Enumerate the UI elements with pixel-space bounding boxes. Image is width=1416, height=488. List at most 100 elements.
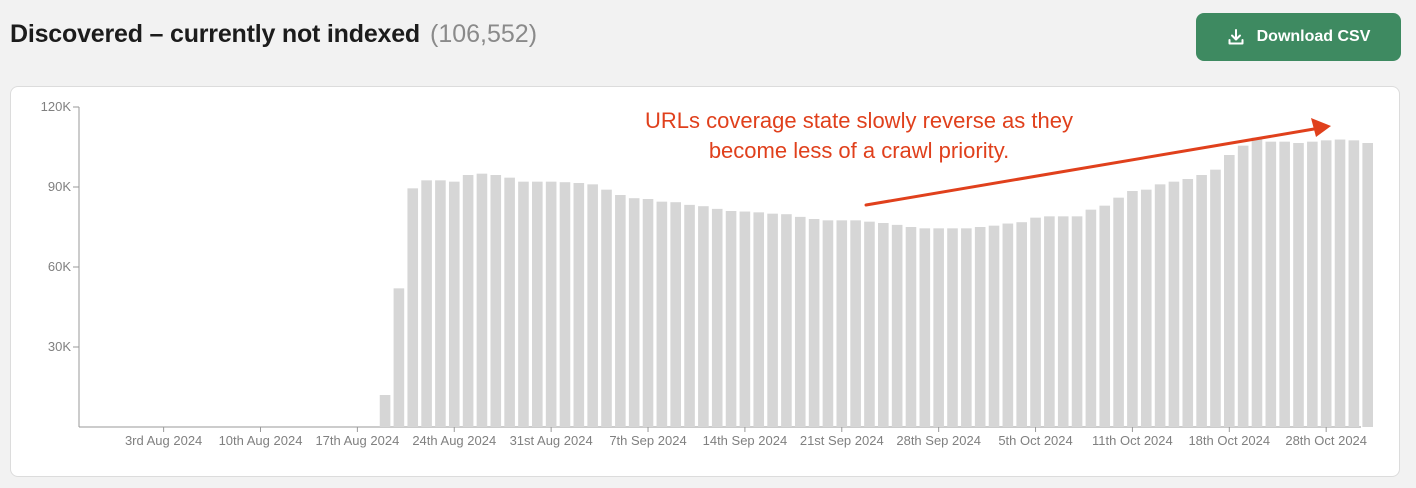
bar[interactable]	[808, 219, 820, 427]
bar[interactable]	[504, 177, 515, 427]
bar[interactable]	[878, 223, 889, 427]
page-title: Discovered – currently not indexed	[10, 20, 420, 48]
x-tick-label: 17th Aug 2024	[315, 433, 399, 448]
bar[interactable]	[393, 288, 405, 427]
bar[interactable]	[947, 228, 958, 427]
bar[interactable]	[1154, 184, 1166, 427]
y-tick-label: 30K	[48, 339, 71, 354]
bar[interactable]	[961, 228, 972, 427]
bar[interactable]	[615, 195, 626, 427]
bar[interactable]	[891, 224, 903, 427]
bar[interactable]	[711, 208, 723, 427]
bar[interactable]	[974, 227, 986, 427]
bar[interactable]	[1307, 141, 1318, 427]
x-tick-label: 21st Sep 2024	[800, 433, 884, 448]
x-tick-label: 11th Oct 2024	[1092, 433, 1173, 448]
bar[interactable]	[656, 201, 668, 427]
y-tick-label: 60K	[48, 259, 71, 274]
bar[interactable]	[1348, 140, 1360, 428]
y-tick-label: 90K	[48, 179, 71, 194]
x-tick-label: 10th Aug 2024	[219, 433, 303, 448]
bar[interactable]	[642, 199, 654, 427]
bar[interactable]	[1182, 179, 1194, 427]
x-tick-label: 24th Aug 2024	[412, 433, 496, 448]
bar[interactable]	[822, 220, 834, 427]
y-tick-label: 120K	[41, 99, 72, 114]
bar[interactable]	[1251, 137, 1263, 427]
bar[interactable]	[1044, 216, 1055, 427]
bar[interactable]	[836, 220, 848, 427]
bar[interactable]	[1099, 205, 1111, 427]
bar[interactable]	[1237, 145, 1249, 427]
bar[interactable]	[421, 180, 432, 427]
bar[interactable]	[1196, 175, 1207, 427]
bar[interactable]	[1279, 141, 1290, 427]
bar[interactable]	[628, 198, 640, 427]
bar[interactable]	[905, 227, 917, 427]
bar[interactable]	[1265, 141, 1277, 427]
bar[interactable]	[1085, 209, 1097, 427]
x-tick-label: 28th Sep 2024	[896, 433, 981, 448]
bar[interactable]	[532, 181, 543, 427]
x-tick-label: 7th Sep 2024	[609, 433, 686, 448]
bar[interactable]	[670, 202, 681, 427]
bar[interactable]	[1002, 223, 1014, 427]
bar[interactable]	[407, 188, 419, 427]
bar[interactable]	[1127, 191, 1138, 427]
x-tick-label: 14th Sep 2024	[703, 433, 788, 448]
chart-annotation: URLs coverage state slowly reverse as th…	[599, 106, 1119, 166]
download-csv-label: Download CSV	[1256, 28, 1371, 45]
bar[interactable]	[988, 225, 1000, 427]
x-tick-label: 5th Oct 2024	[998, 433, 1072, 448]
x-tick-label: 3rd Aug 2024	[125, 433, 202, 448]
bar[interactable]	[1113, 197, 1124, 427]
download-icon	[1227, 28, 1245, 46]
bar[interactable]	[684, 204, 695, 427]
bar[interactable]	[864, 221, 875, 427]
bar[interactable]	[601, 189, 612, 427]
bar[interactable]	[435, 180, 446, 427]
bar[interactable]	[1224, 155, 1235, 427]
bar[interactable]	[1016, 222, 1027, 427]
total-count: (106,552)	[430, 20, 538, 48]
header-title-row: Discovered – currently not indexed (106,…	[10, 20, 537, 49]
bar-chart: 120K 90K 60K 30K 3rd Aug 2024 10th Aug 2024 17…	[41, 99, 1373, 448]
bar[interactable]	[1320, 140, 1332, 428]
bar[interactable]	[767, 213, 778, 427]
bar[interactable]	[490, 175, 502, 427]
bar[interactable]	[753, 212, 765, 427]
x-tick-label: 18th Oct 2024	[1188, 433, 1270, 448]
x-tick-label: 28th Oct 2024	[1285, 433, 1367, 448]
bar[interactable]	[448, 181, 460, 427]
bar[interactable]	[1140, 189, 1152, 427]
x-tick-label: 31st Aug 2024	[510, 433, 593, 448]
bar[interactable]	[850, 220, 861, 427]
bar[interactable]	[587, 184, 598, 427]
bar[interactable]	[725, 211, 737, 427]
bar[interactable]	[1210, 169, 1221, 427]
annotation-line-2: become less of a crawl priority.	[708, 138, 1010, 163]
bar[interactable]	[933, 228, 944, 427]
bar[interactable]	[739, 211, 751, 427]
bar[interactable]	[545, 181, 557, 427]
bar[interactable]	[573, 183, 585, 427]
bar[interactable]	[781, 214, 792, 427]
bar[interactable]	[794, 216, 806, 427]
bar[interactable]	[919, 228, 931, 427]
bar[interactable]	[379, 395, 391, 427]
bar[interactable]	[462, 175, 474, 427]
bar[interactable]	[559, 182, 571, 427]
bar[interactable]	[1293, 143, 1304, 427]
bar[interactable]	[1362, 143, 1373, 427]
download-csv-button[interactable]: Download CSV	[1196, 13, 1401, 61]
bar[interactable]	[1168, 181, 1180, 427]
bar[interactable]	[1071, 216, 1083, 427]
bar[interactable]	[518, 181, 529, 427]
bar[interactable]	[476, 173, 488, 427]
chart-panel: 120K 90K 60K 30K 3rd Aug 2024 10th Aug 2024 17…	[10, 86, 1400, 477]
annotation-arrow-head	[1311, 118, 1331, 137]
bar[interactable]	[1334, 139, 1346, 427]
bar[interactable]	[1057, 216, 1069, 427]
bar[interactable]	[698, 206, 709, 427]
bar[interactable]	[1030, 217, 1041, 427]
